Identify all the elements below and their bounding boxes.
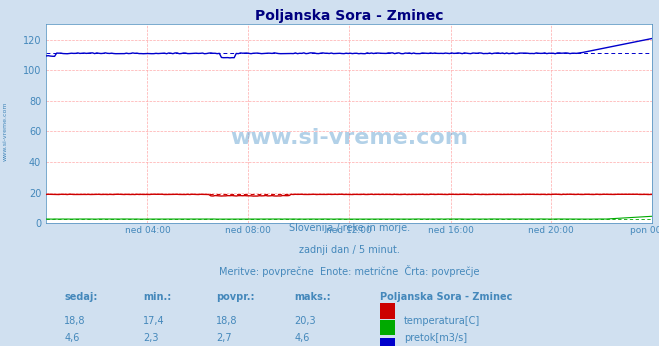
Bar [380, 303, 395, 319]
Text: 18,8: 18,8 [65, 316, 86, 326]
Title: Poljanska Sora - Zminec: Poljanska Sora - Zminec [255, 9, 444, 23]
Text: povpr.:: povpr.: [216, 292, 254, 302]
Text: pretok[m3/s]: pretok[m3/s] [404, 333, 467, 343]
Text: 4,6: 4,6 [295, 333, 310, 343]
Text: www.si-vreme.com: www.si-vreme.com [230, 128, 469, 148]
Text: 4,6: 4,6 [65, 333, 80, 343]
Text: maks.:: maks.: [295, 292, 331, 302]
Text: 17,4: 17,4 [143, 316, 165, 326]
Text: zadnji dan / 5 minut.: zadnji dan / 5 minut. [299, 245, 400, 255]
Text: Slovenija / reke in morje.: Slovenija / reke in morje. [289, 223, 410, 233]
Text: www.si-vreme.com: www.si-vreme.com [3, 102, 8, 161]
Text: Meritve: povprečne  Enote: metrične  Črta: povprečje: Meritve: povprečne Enote: metrične Črta:… [219, 265, 480, 277]
Text: min.:: min.: [143, 292, 171, 302]
Text: 2,3: 2,3 [143, 333, 159, 343]
Bar [380, 338, 395, 346]
Text: temperatura[C]: temperatura[C] [404, 316, 480, 326]
Bar [380, 320, 395, 335]
Text: Poljanska Sora - Zminec: Poljanska Sora - Zminec [380, 292, 512, 302]
Text: 20,3: 20,3 [295, 316, 316, 326]
Text: sedaj:: sedaj: [65, 292, 98, 302]
Text: 18,8: 18,8 [216, 316, 237, 326]
Text: 2,7: 2,7 [216, 333, 231, 343]
